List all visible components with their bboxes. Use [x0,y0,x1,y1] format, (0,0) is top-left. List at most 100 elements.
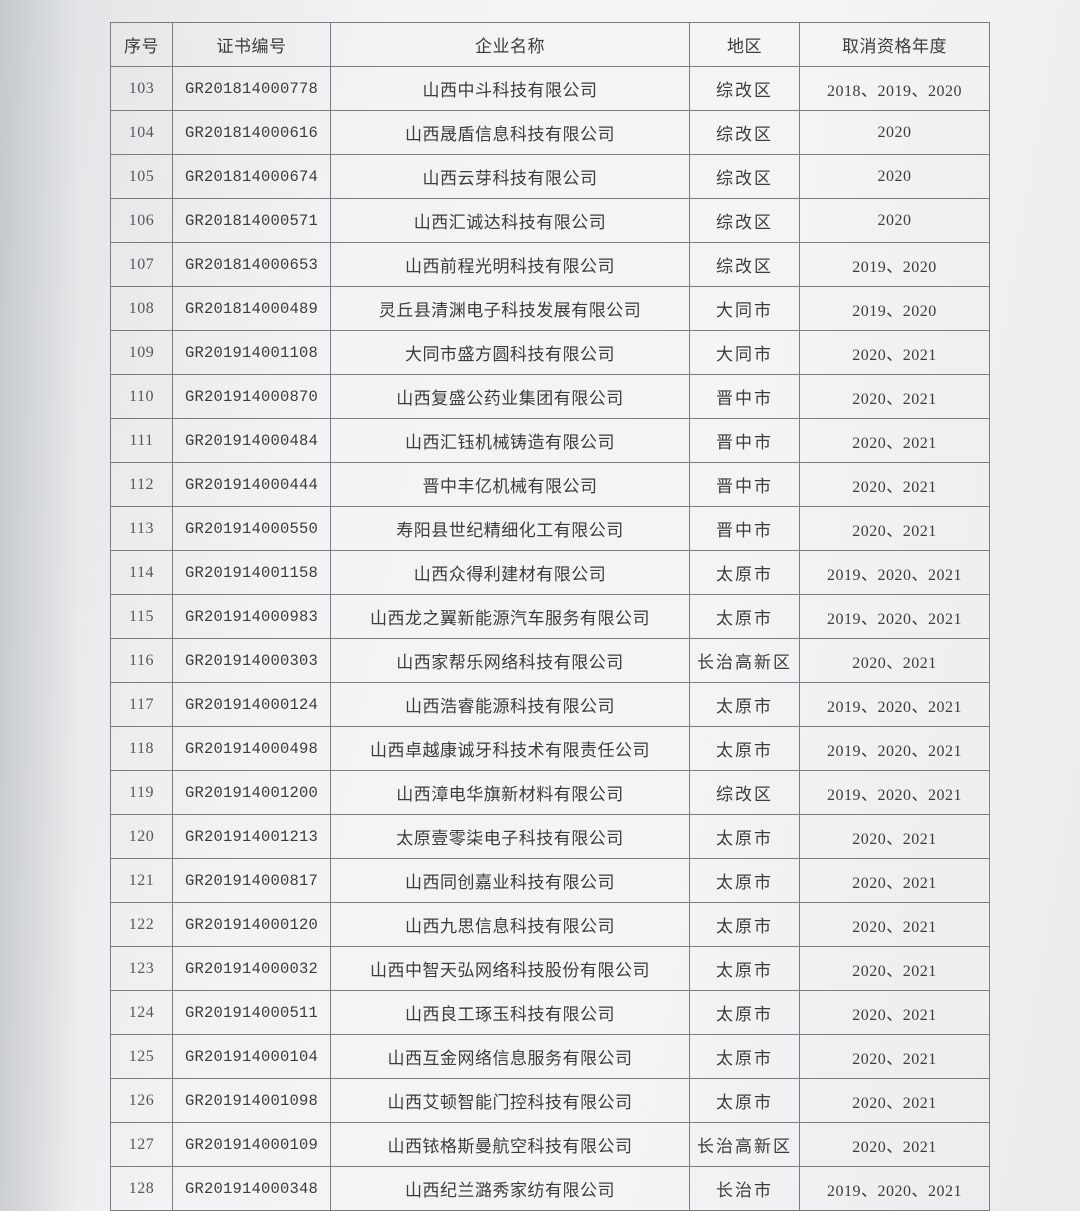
cell-name: 山西汇诚达科技有限公司 [331,199,690,243]
cell-year: 2020 [800,111,990,155]
cell-reg: 综改区 [690,111,800,155]
cell-cert: GR201914000120 [173,903,331,947]
cell-year: 2019、2020 [800,243,990,287]
cell-year: 2020 [800,199,990,243]
cell-name: 山西云芽科技有限公司 [331,155,690,199]
cell-seq: 125 [111,1035,173,1079]
cell-seq: 106 [111,199,173,243]
cell-seq: 122 [111,903,173,947]
cell-seq: 105 [111,155,173,199]
cell-name: 山西铱格斯曼航空科技有限公司 [331,1123,690,1167]
table-row: 103GR201814000778山西中斗科技有限公司综改区2018、2019、… [111,67,990,111]
cell-year: 2019、2020、2021 [800,771,990,815]
cell-seq: 121 [111,859,173,903]
cell-cert: GR201914000511 [173,991,331,1035]
cell-seq: 111 [111,419,173,463]
cell-cert: GR201914001213 [173,815,331,859]
cell-year: 2020、2021 [800,1079,990,1123]
col-header-year: 取消资格年度 [800,23,990,67]
cell-reg: 太原市 [690,551,800,595]
cell-name: 山西中智天弘网络科技股份有限公司 [331,947,690,991]
cell-seq: 114 [111,551,173,595]
cell-cert: GR201914001108 [173,331,331,375]
cell-seq: 127 [111,1123,173,1167]
col-header-reg: 地区 [690,23,800,67]
cell-reg: 综改区 [690,67,800,111]
cell-reg: 太原市 [690,947,800,991]
cell-year: 2020、2021 [800,375,990,419]
cell-reg: 太原市 [690,595,800,639]
cell-year: 2020、2021 [800,419,990,463]
cell-cert: GR201814000778 [173,67,331,111]
cell-year: 2020、2021 [800,859,990,903]
certificates-table: 序号 证书编号 企业名称 地区 取消资格年度 103GR201814000778… [110,22,990,1211]
table-row: 125GR201914000104山西互金网络信息服务有限公司太原市2020、2… [111,1035,990,1079]
cell-reg: 太原市 [690,1035,800,1079]
cell-seq: 109 [111,331,173,375]
cell-cert: GR201914000484 [173,419,331,463]
cell-reg: 综改区 [690,155,800,199]
table-row: 114GR201914001158山西众得利建材有限公司太原市2019、2020… [111,551,990,595]
document-page: 序号 证书编号 企业名称 地区 取消资格年度 103GR201814000778… [0,0,1080,1211]
cell-reg: 大同市 [690,331,800,375]
cell-year: 2019、2020、2021 [800,551,990,595]
table-row: 110GR201914000870山西复盛公药业集团有限公司晋中市2020、20… [111,375,990,419]
table-row: 120GR201914001213太原壹零柒电子科技有限公司太原市2020、20… [111,815,990,859]
cell-name: 寿阳县世纪精细化工有限公司 [331,507,690,551]
scan-shadow [0,0,80,1211]
cell-reg: 大同市 [690,287,800,331]
cell-name: 灵丘县清渊电子科技发展有限公司 [331,287,690,331]
cell-year: 2020、2021 [800,639,990,683]
cell-cert: GR201814000653 [173,243,331,287]
cell-cert: GR201814000489 [173,287,331,331]
cell-year: 2020、2021 [800,991,990,1035]
cell-cert: GR201914000109 [173,1123,331,1167]
cell-year: 2019、2020、2021 [800,1167,990,1211]
table-row: 119GR201914001200山西漳电华旗新材料有限公司综改区2019、20… [111,771,990,815]
cell-year: 2019、2020、2021 [800,595,990,639]
cell-year: 2020、2021 [800,331,990,375]
table-row: 104GR201814000616山西晟盾信息科技有限公司综改区2020 [111,111,990,155]
cell-reg: 太原市 [690,727,800,771]
table-row: 118GR201914000498山西卓越康诚牙科技术有限责任公司太原市2019… [111,727,990,771]
cell-cert: GR201914001200 [173,771,331,815]
cell-year: 2020、2021 [800,1123,990,1167]
table-row: 124GR201914000511山西良工琢玉科技有限公司太原市2020、202… [111,991,990,1035]
cell-seq: 112 [111,463,173,507]
cell-name: 山西复盛公药业集团有限公司 [331,375,690,419]
table-row: 105GR201814000674山西云芽科技有限公司综改区2020 [111,155,990,199]
table-row: 123GR201914000032山西中智天弘网络科技股份有限公司太原市2020… [111,947,990,991]
cell-seq: 124 [111,991,173,1035]
table-row: 122GR201914000120山西九思信息科技有限公司太原市2020、202… [111,903,990,947]
cell-name: 晋中丰亿机械有限公司 [331,463,690,507]
cell-name: 山西众得利建材有限公司 [331,551,690,595]
cell-year: 2020 [800,155,990,199]
table-row: 112GR201914000444晋中丰亿机械有限公司晋中市2020、2021 [111,463,990,507]
cell-cert: GR201914000104 [173,1035,331,1079]
cell-cert: GR201814000616 [173,111,331,155]
cell-cert: GR201914001158 [173,551,331,595]
table-row: 116GR201914000303山西家帮乐网络科技有限公司长治高新区2020、… [111,639,990,683]
cell-seq: 110 [111,375,173,419]
cell-reg: 综改区 [690,771,800,815]
cell-cert: GR201914001098 [173,1079,331,1123]
table-row: 117GR201914000124山西浩睿能源科技有限公司太原市2019、202… [111,683,990,727]
cell-cert: GR201914000303 [173,639,331,683]
cell-cert: GR201814000571 [173,199,331,243]
table-row: 108GR201814000489灵丘县清渊电子科技发展有限公司大同市2019、… [111,287,990,331]
cell-cert: GR201914000032 [173,947,331,991]
cell-seq: 123 [111,947,173,991]
table-row: 127GR201914000109山西铱格斯曼航空科技有限公司长治高新区2020… [111,1123,990,1167]
cell-year: 2020、2021 [800,815,990,859]
cell-year: 2020、2021 [800,947,990,991]
cell-reg: 太原市 [690,815,800,859]
cell-name: 山西九思信息科技有限公司 [331,903,690,947]
cell-reg: 长治市 [690,1167,800,1211]
cell-reg: 晋中市 [690,507,800,551]
cell-seq: 104 [111,111,173,155]
cell-cert: GR201814000674 [173,155,331,199]
cell-seq: 119 [111,771,173,815]
cell-year: 2020、2021 [800,903,990,947]
table-row: 121GR201914000817山西同创嘉业科技有限公司太原市2020、202… [111,859,990,903]
cell-seq: 108 [111,287,173,331]
